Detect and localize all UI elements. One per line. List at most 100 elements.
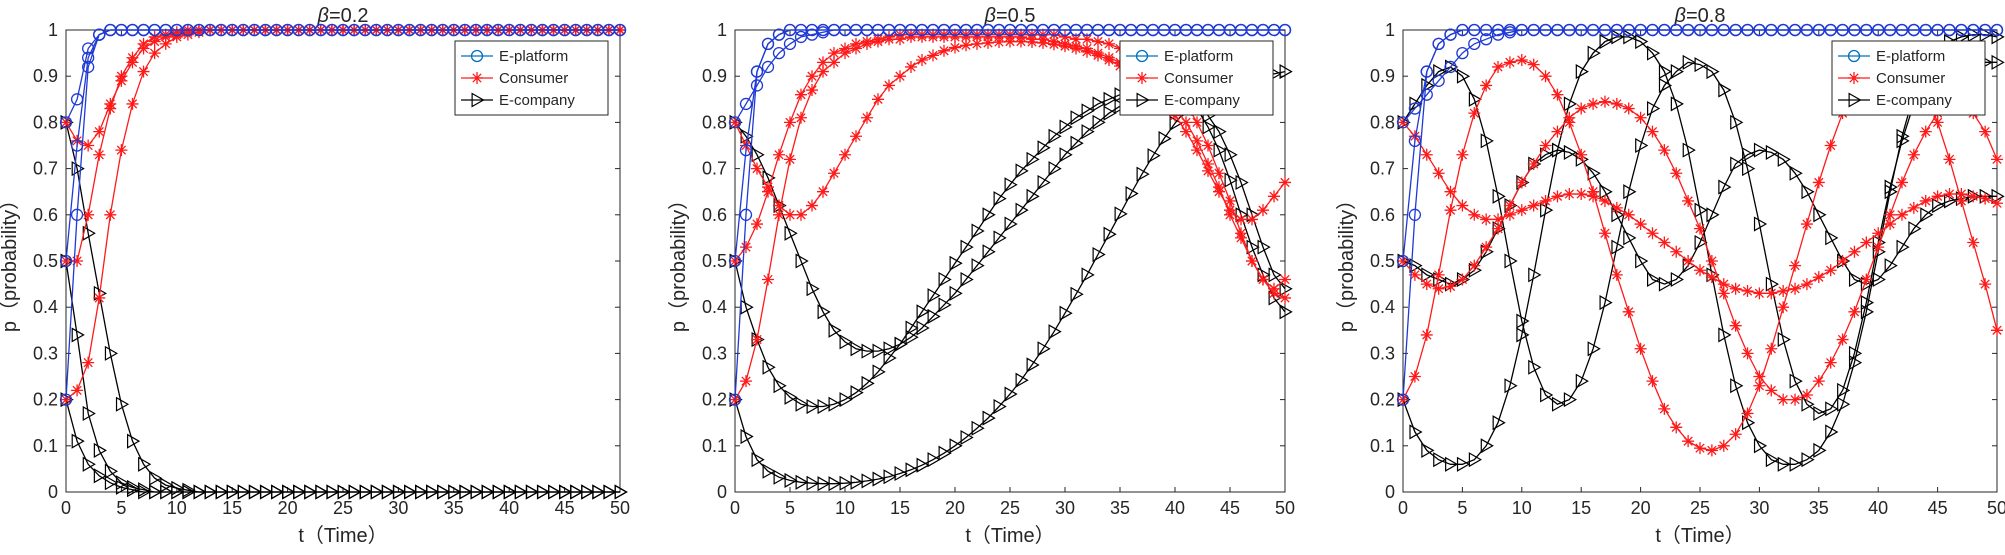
data-point-consumer: [1420, 148, 1433, 161]
legend-marker-e-company: [1136, 92, 1150, 108]
data-point-e-company: [237, 484, 251, 500]
x-tick-label: 50: [610, 498, 630, 518]
data-point-e-company: [1896, 239, 1910, 255]
data-point-consumer: [1919, 125, 1932, 138]
data-point-consumer: [850, 130, 862, 143]
data-point-consumer: [1432, 282, 1445, 295]
data-point-consumer: [1587, 97, 1600, 110]
data-point-e-company: [1147, 148, 1161, 164]
data-point-e-platform: [750, 79, 764, 92]
data-point-e-platform: [1396, 116, 1410, 129]
data-point-e-company: [1563, 96, 1578, 112]
data-point-e-company: [1742, 161, 1756, 177]
data-point-consumer: [1872, 227, 1885, 240]
data-point-e-company: [1611, 207, 1625, 223]
data-point-e-company: [492, 484, 506, 500]
x-tick-label: 25: [1690, 498, 1710, 518]
series-line-e-platform: [65, 29, 620, 123]
data-point-e-platform: [1705, 23, 1719, 37]
data-point-e-company: [1623, 29, 1637, 45]
data-point-e-company: [1026, 188, 1040, 204]
legend-marker-e-platform: [470, 49, 484, 63]
data-point-e-company: [348, 484, 362, 500]
y-tick-label: 0.6: [33, 205, 58, 225]
data-point-e-company: [1213, 124, 1227, 140]
data-point-e-company: [404, 484, 418, 500]
data-point-e-platform: [1563, 23, 1576, 37]
data-point-consumer: [1539, 194, 1552, 207]
data-point-e-company: [1114, 206, 1128, 222]
data-point-e-company: [1004, 177, 1018, 193]
data-point-e-company: [1789, 165, 1803, 181]
data-point-e-company: [982, 207, 996, 223]
data-point-e-platform: [1765, 23, 1778, 37]
data-point-e-company: [828, 396, 842, 412]
data-point-e-company: [1611, 29, 1625, 45]
data-point-e-platform: [1515, 23, 1528, 37]
data-point-consumer: [148, 35, 161, 48]
data-point-consumer: [1789, 259, 1802, 272]
y-tick-label: 0.4: [702, 297, 727, 317]
legend-marker-e-company: [1848, 92, 1862, 108]
data-point-e-company: [1421, 442, 1435, 458]
data-point-e-company: [592, 484, 606, 500]
data-point-e-company: [927, 452, 941, 468]
data-point-e-company: [960, 271, 974, 288]
data-point-consumer: [1729, 282, 1742, 295]
data-point-consumer: [1753, 370, 1766, 383]
data-point-e-platform: [1468, 37, 1481, 51]
data-point-e-platform: [82, 51, 95, 64]
data-point-e-company: [1059, 119, 1073, 135]
data-point-consumer: [894, 28, 906, 41]
data-point-consumer: [740, 241, 752, 254]
data-point-consumer: [828, 167, 840, 180]
x-axis-label: t（Time）: [298, 524, 387, 547]
data-point-consumer: [1658, 144, 1671, 157]
data-point-e-company: [1540, 387, 1554, 403]
data-point-consumer: [1420, 278, 1433, 291]
data-point-e-company: [415, 484, 429, 500]
data-point-consumer: [751, 162, 763, 175]
chart-title: β=0.5: [984, 5, 1036, 27]
data-point-e-company: [1599, 34, 1613, 50]
data-point-consumer: [817, 185, 829, 198]
data-point-consumer: [1202, 157, 1214, 170]
data-point-consumer: [1492, 60, 1505, 73]
data-point-e-company: [1037, 140, 1051, 156]
data-point-consumer: [1824, 356, 1837, 369]
data-point-consumer: [1931, 116, 1944, 129]
data-point-consumer: [126, 56, 139, 69]
data-point-consumer: [861, 35, 873, 48]
data-point-consumer: [1907, 148, 1920, 161]
legend-marker-e-platform: [1847, 49, 1861, 63]
data-point-e-company: [1765, 452, 1779, 468]
data-point-e-company: [795, 253, 809, 269]
data-point-consumer: [1575, 188, 1588, 201]
data-point-e-company: [784, 472, 798, 488]
data-point-consumer: [1037, 36, 1049, 49]
data-point-e-company: [883, 341, 897, 357]
data-point-e-company: [1048, 324, 1062, 340]
data-point-e-platform: [1848, 23, 1861, 37]
data-point-consumer: [137, 42, 150, 55]
y-axis-label: p（probability）: [1335, 190, 1358, 332]
data-point-consumer: [1444, 204, 1457, 217]
data-point-e-company: [93, 442, 107, 458]
data-point-e-company: [1563, 392, 1578, 408]
x-tick-label: 15: [222, 498, 242, 518]
data-point-e-company: [127, 479, 141, 495]
data-point-e-platform: [1444, 28, 1457, 41]
data-point-consumer: [1646, 125, 1659, 138]
data-point-consumer: [1408, 130, 1421, 143]
data-point-consumer: [93, 148, 106, 161]
data-point-consumer: [1765, 342, 1778, 355]
data-point-e-company: [762, 463, 776, 479]
data-point-e-platform: [1480, 23, 1493, 37]
data-point-e-company: [1765, 144, 1779, 160]
data-point-e-platform: [772, 28, 786, 41]
data-point-consumer: [181, 26, 194, 39]
data-point-e-platform: [59, 116, 73, 129]
data-point-e-company: [993, 230, 1007, 246]
data-point-e-company: [1682, 54, 1696, 70]
data-point-consumer: [1551, 125, 1564, 138]
